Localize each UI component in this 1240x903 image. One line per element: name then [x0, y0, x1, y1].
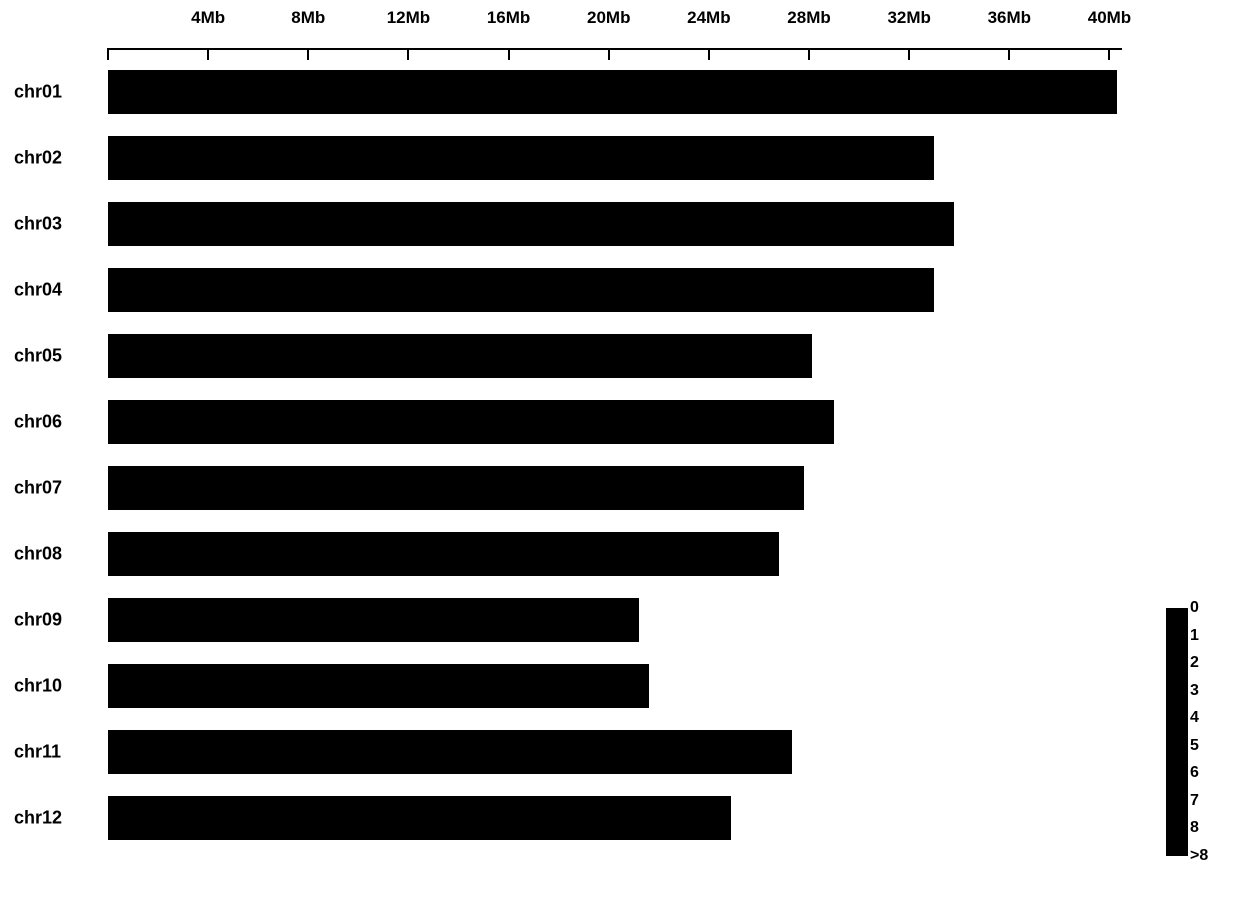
chromosome-length-chart: 4Mb 8Mb 12Mb 16Mb 20Mb 24Mb 28Mb 32Mb 36Mb 40Mb c…	[0, 0, 1240, 903]
legend-label: 6	[1190, 764, 1199, 782]
legend-label: 1	[1190, 627, 1199, 645]
x-axis-tick-label: 16Mb	[487, 8, 530, 28]
x-axis-tick-label: 12Mb	[387, 8, 430, 28]
legend-label: 2	[1190, 654, 1199, 672]
chromosome-label: chr01	[14, 82, 62, 103]
table-row: chr11	[0, 730, 1240, 774]
legend-label: 0	[1190, 599, 1199, 617]
legend-label: 7	[1190, 792, 1199, 810]
x-axis-tick-label: 24Mb	[687, 8, 730, 28]
chromosome-bar	[108, 598, 639, 642]
x-axis-tick-label: 4Mb	[191, 8, 225, 28]
x-axis-line	[108, 48, 1122, 50]
legend-label: 4	[1190, 709, 1199, 727]
table-row: chr05	[0, 334, 1240, 378]
chromosome-bar	[108, 70, 1117, 114]
x-axis	[108, 48, 1122, 62]
table-row: chr07	[0, 466, 1240, 510]
x-axis-tick-label: 32Mb	[887, 8, 930, 28]
chromosome-bar	[108, 268, 934, 312]
x-axis-tick	[1008, 48, 1010, 60]
chromosome-label: chr11	[14, 742, 61, 763]
x-axis-tick	[908, 48, 910, 60]
chromosome-label: chr04	[14, 280, 62, 301]
x-axis-tick	[508, 48, 510, 60]
chromosome-label: chr10	[14, 676, 62, 697]
chromosome-label: chr12	[14, 808, 62, 829]
chromosome-bar	[108, 466, 804, 510]
x-axis-tick	[107, 48, 109, 60]
x-axis-tick	[407, 48, 409, 60]
table-row: chr12	[0, 796, 1240, 840]
table-row: chr04	[0, 268, 1240, 312]
x-axis-tick	[608, 48, 610, 60]
chromosome-bar	[108, 730, 792, 774]
legend-swatch	[1166, 608, 1188, 856]
chromosome-label: chr02	[14, 148, 62, 169]
table-row: chr06	[0, 400, 1240, 444]
chromosome-label: chr06	[14, 412, 62, 433]
legend-label: 3	[1190, 682, 1199, 700]
chromosome-bar	[108, 202, 954, 246]
x-axis-tick-label: 8Mb	[291, 8, 325, 28]
table-row: chr03	[0, 202, 1240, 246]
table-row: chr08	[0, 532, 1240, 576]
x-axis-tick-label: 36Mb	[988, 8, 1031, 28]
x-axis-tick	[307, 48, 309, 60]
x-axis-tick-labels: 4Mb 8Mb 12Mb 16Mb 20Mb 24Mb 28Mb 32Mb 36Mb 40Mb	[0, 0, 1240, 35]
x-axis-tick	[207, 48, 209, 60]
chromosome-label: chr07	[14, 478, 62, 499]
legend-label: 5	[1190, 737, 1199, 755]
chromosome-bar	[108, 664, 649, 708]
chromosome-label: chr09	[14, 610, 62, 631]
legend-label: >8	[1190, 847, 1208, 865]
chromosome-bar	[108, 796, 731, 840]
x-axis-tick	[708, 48, 710, 60]
table-row: chr10	[0, 664, 1240, 708]
x-axis-tick-label: 28Mb	[787, 8, 830, 28]
x-axis-tick-label: 40Mb	[1088, 8, 1131, 28]
table-row: chr02	[0, 136, 1240, 180]
chromosome-bar	[108, 532, 779, 576]
table-row: chr09	[0, 598, 1240, 642]
chromosome-bar	[108, 136, 934, 180]
chromosome-label: chr05	[14, 346, 62, 367]
legend-label: 8	[1190, 819, 1199, 837]
chromosome-bar	[108, 400, 834, 444]
chromosome-bar	[108, 334, 812, 378]
table-row: chr01	[0, 70, 1240, 114]
chromosome-label: chr03	[14, 214, 62, 235]
chromosome-label: chr08	[14, 544, 62, 565]
x-axis-tick	[808, 48, 810, 60]
x-axis-tick	[1108, 48, 1110, 60]
x-axis-tick-label: 20Mb	[587, 8, 630, 28]
